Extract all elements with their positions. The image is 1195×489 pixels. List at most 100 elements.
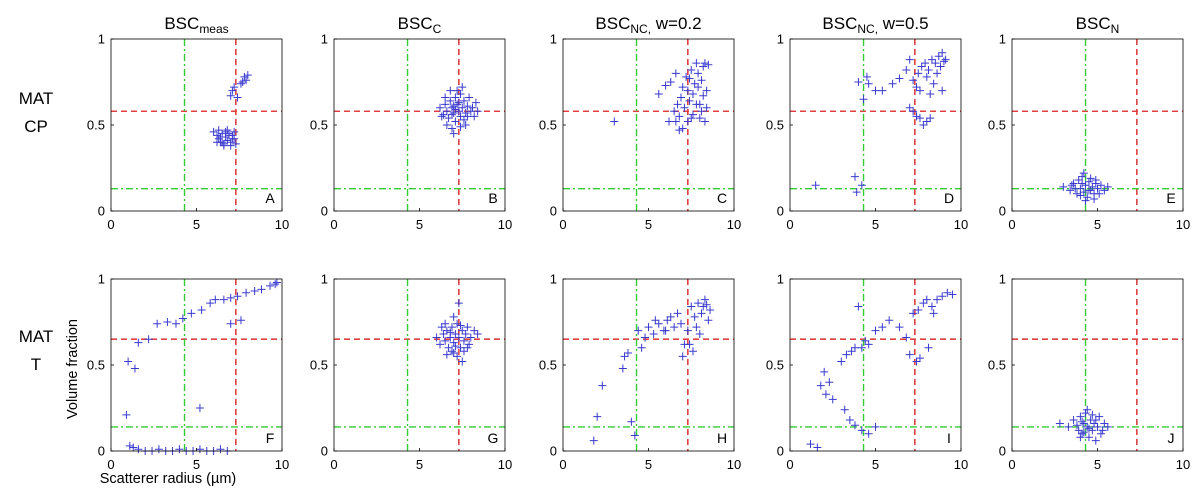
data-point [885, 316, 894, 325]
data-point [857, 343, 866, 352]
panel-letter: D [944, 190, 954, 206]
data-point [1086, 174, 1095, 183]
data-point [122, 410, 131, 419]
data-point [444, 114, 453, 123]
scatter-panel: 0 5 10 0 0.5 1 G [310, 272, 512, 473]
data-point [230, 127, 239, 136]
data-point [694, 83, 703, 92]
data-point [456, 321, 465, 330]
data-point [675, 126, 684, 135]
data-point [895, 323, 904, 332]
data-point [1079, 188, 1088, 197]
x-tick-label: 0 [107, 217, 114, 232]
data-point [446, 328, 455, 337]
data-point [915, 114, 924, 123]
x-tick-label: 5 [416, 457, 423, 472]
data-point [702, 103, 711, 112]
x-tick-label: 5 [872, 457, 879, 472]
data-point [441, 319, 450, 328]
y-tick-label: 0 [550, 444, 557, 459]
data-point [447, 347, 456, 356]
data-point [850, 421, 859, 430]
y-tick-label: 0 [777, 204, 784, 219]
x-tick-label: 10 [275, 217, 289, 232]
data-point [454, 299, 463, 308]
scatter-panel: 0 5 10 0 0.5 1 C [539, 32, 741, 233]
data-point [1069, 179, 1078, 188]
data-point [1078, 429, 1087, 438]
data-point [223, 136, 232, 145]
data-point [644, 323, 653, 332]
panel-letter: G [488, 430, 499, 446]
x-tick-label: 0 [559, 217, 566, 232]
data-point [929, 309, 938, 318]
data-point [1079, 169, 1088, 178]
x-tick-label: 0 [786, 217, 793, 232]
data-point [1093, 184, 1102, 193]
data-point [1084, 424, 1093, 433]
data-point [451, 105, 460, 114]
y-tick-label: 0 [98, 444, 105, 459]
data-point [862, 72, 871, 81]
data-point [943, 288, 952, 297]
row-label-line1: MAT [19, 327, 54, 346]
data-point [272, 278, 281, 287]
data-point [683, 86, 692, 95]
data-point [1069, 416, 1078, 425]
data-point [1093, 422, 1102, 431]
data-point [218, 129, 227, 138]
data-point [449, 102, 458, 111]
panel-letter: F [266, 430, 275, 446]
data-point [688, 110, 697, 119]
data-point [690, 79, 699, 88]
y-tick-label: 1 [321, 32, 328, 47]
row-label-line2: CP [24, 117, 48, 136]
data-point [854, 78, 863, 86]
data-point [1096, 181, 1105, 190]
y-tick-label: 1 [98, 272, 105, 287]
data-point [1079, 428, 1088, 437]
scatter-panel: 0 5 10 0 0.5 1 B [310, 32, 512, 233]
data-point [938, 48, 947, 57]
data-point [919, 299, 928, 308]
y-tick-label: 0.5 [766, 358, 784, 373]
data-point [129, 443, 138, 452]
data-point [130, 364, 139, 373]
column-title: BSCmeas [164, 14, 228, 36]
data-point [852, 188, 861, 197]
data-point [461, 108, 470, 117]
data-point [702, 300, 711, 309]
y-tick-label: 0 [777, 444, 784, 459]
data-point [1098, 426, 1107, 435]
x-tick-label: 10 [727, 217, 741, 232]
data-point [456, 122, 465, 131]
x-tick-label: 0 [107, 457, 114, 472]
axes-box [110, 38, 283, 212]
data-point [933, 295, 942, 304]
data-point [673, 100, 682, 109]
data-point [924, 343, 933, 352]
data-point [1076, 412, 1085, 421]
data-point [214, 134, 223, 143]
data-point [837, 357, 846, 366]
data-point [1083, 422, 1092, 431]
data-point [154, 445, 163, 454]
data-point [218, 138, 227, 147]
data-point [1100, 186, 1109, 195]
data-point [859, 95, 868, 104]
data-point [1076, 433, 1085, 442]
data-point [678, 124, 687, 133]
data-point [1072, 421, 1081, 430]
data-point [1090, 419, 1099, 428]
data-point [699, 91, 708, 100]
data-point [948, 290, 957, 299]
data-point [934, 52, 943, 61]
data-point [213, 131, 222, 140]
data-point [593, 412, 602, 421]
data-point [909, 76, 918, 85]
data-point [437, 112, 446, 121]
data-point [905, 350, 914, 359]
data-point [463, 102, 472, 111]
y-tick-label: 0 [999, 204, 1006, 219]
